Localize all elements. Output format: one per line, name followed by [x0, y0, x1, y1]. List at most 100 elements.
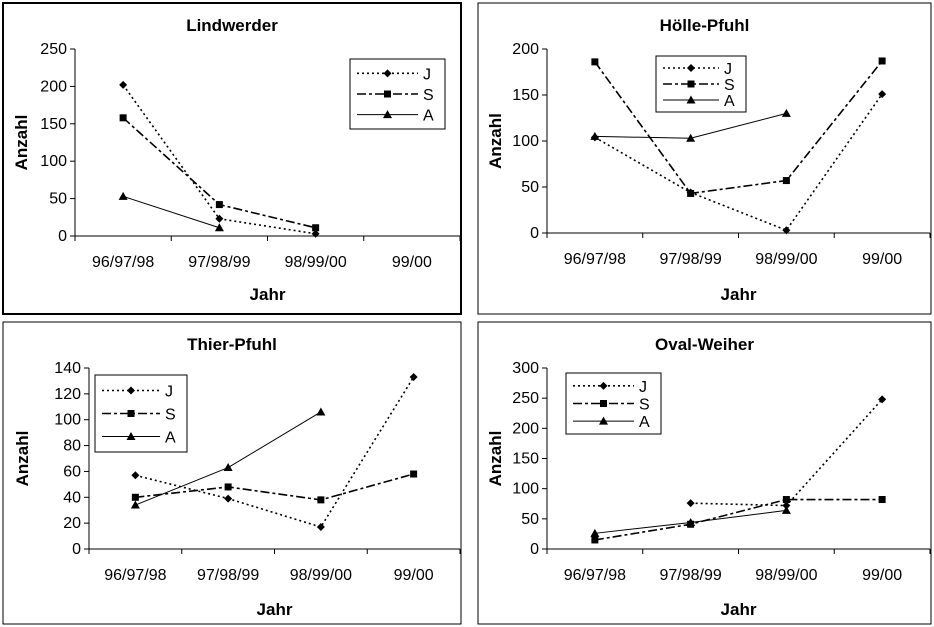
data-point-J: [878, 90, 887, 99]
legend: JSA: [655, 55, 747, 113]
chart-panel-2: Hölle-Pfuhl 0 50 100 150 200 96/97/98 97/98/99 9…: [477, 2, 932, 315]
y-tick-label: 120: [54, 386, 81, 403]
data-point-S: [878, 496, 886, 504]
data-point-J: [119, 80, 128, 89]
x-axis-label: Jahr: [721, 600, 757, 619]
y-tick-label: 40: [63, 489, 81, 506]
y-tick-label: 80: [63, 438, 81, 455]
data-point-S: [687, 189, 695, 197]
chart-title: Thier-Pfuhl: [187, 335, 277, 354]
legend-marker-S: [687, 80, 695, 88]
data-point-S: [591, 58, 599, 66]
series-J: [119, 80, 320, 238]
legend: JSA: [94, 374, 188, 453]
data-point-A: [590, 131, 600, 140]
y-tick-label: 0: [530, 541, 539, 558]
legend-marker-J: [599, 381, 608, 390]
y-tick-label: 0: [72, 541, 81, 558]
data-point-S: [224, 483, 232, 491]
chart-title: Oval-Weiher: [655, 335, 754, 354]
x-tick-label: 96/97/98: [92, 254, 154, 271]
y-tick-label: 0: [530, 225, 539, 242]
chart-title: Lindwerder: [186, 16, 278, 35]
legend-marker-J: [127, 386, 135, 395]
x-tick-label: 98/99/00: [290, 567, 352, 584]
legend-label-J: J: [639, 379, 647, 396]
data-point-S: [312, 224, 320, 232]
x-tick-label: 98/99/00: [755, 251, 817, 268]
legend: JSA: [349, 58, 446, 130]
y-tick-label: 100: [512, 481, 539, 498]
series-A: [118, 191, 224, 232]
data-point-J: [409, 373, 418, 382]
y-tick-label: 150: [40, 116, 67, 133]
series-line-S: [135, 473, 414, 501]
legend-marker-S: [600, 400, 607, 407]
y-tick-label: 100: [54, 412, 81, 429]
data-point-J: [782, 501, 791, 510]
x-tick-label: 98/99/00: [755, 567, 817, 584]
legend-marker-S: [127, 410, 135, 417]
x-axis-label: Jahr: [721, 285, 757, 304]
data-point-J: [782, 226, 791, 235]
x-tick-label: 99/00: [862, 251, 902, 268]
data-point-J: [878, 395, 887, 404]
data-point-S: [591, 536, 599, 544]
data-point-J: [131, 471, 140, 480]
y-tick-label: 100: [40, 153, 67, 170]
series-line-J: [135, 376, 415, 528]
y-tick-label: 300: [512, 360, 539, 377]
series-A: [130, 407, 326, 509]
series-line-J: [594, 93, 883, 232]
data-point-J: [316, 523, 325, 532]
series-line-A: [122, 195, 220, 229]
chart-frame: [2, 2, 462, 315]
legend: JSA: [565, 372, 662, 435]
data-point-J: [215, 214, 224, 223]
data-point-S: [782, 177, 790, 185]
x-tick-label: 98/99/00: [284, 254, 346, 271]
y-axis-label: Anzahl: [13, 431, 32, 487]
legend-label-S: S: [639, 397, 650, 414]
legend-label-J: J: [165, 384, 173, 401]
series-A: [590, 505, 791, 537]
y-tick-label: 50: [521, 511, 539, 528]
y-axis-label: Anzahl: [486, 431, 505, 487]
data-point-A: [686, 517, 696, 526]
x-tick-label: 96/97/98: [564, 567, 626, 584]
legend-marker-J: [687, 64, 695, 72]
data-point-A: [686, 133, 696, 142]
chart-frame: [477, 2, 932, 315]
data-point-S: [410, 470, 418, 478]
series-line-S: [594, 498, 883, 541]
legend-label-A: A: [165, 430, 176, 447]
series-line-S: [594, 60, 883, 195]
y-tick-label: 140: [54, 360, 81, 377]
chart-frame: [477, 321, 932, 625]
legend-label-S: S: [423, 87, 434, 104]
y-axis-label: Anzahl: [486, 113, 505, 169]
data-point-J: [311, 229, 320, 238]
x-tick-label: 96/97/98: [104, 567, 166, 584]
data-point-A: [316, 407, 326, 416]
legend-marker-A: [126, 432, 136, 440]
data-point-S: [878, 57, 886, 65]
series-S: [119, 114, 320, 232]
y-tick-label: 0: [58, 228, 67, 245]
y-tick-label: 250: [40, 41, 67, 58]
chart-panel-3: Thier-Pfuhl 0 20 40 60 80 100 120 140 96/97/98 97/…: [2, 321, 462, 625]
y-tick-label: 60: [63, 463, 81, 480]
data-point-A: [214, 223, 224, 232]
legend-marker-A: [599, 416, 608, 425]
chart-panel-1: Lindwerder 0 50 100 150 200 250 96/97/98 97/98/9…: [2, 2, 462, 315]
x-tick-label: 99/00: [862, 567, 902, 584]
legend-marker-A: [383, 110, 392, 119]
y-tick-label: 50: [521, 179, 539, 196]
legend-label-S: S: [165, 407, 176, 424]
series-A: [590, 108, 791, 142]
data-point-J: [224, 494, 233, 503]
legend-label-J: J: [423, 66, 431, 83]
legend-marker-S: [384, 90, 391, 98]
data-point-S: [782, 496, 790, 504]
